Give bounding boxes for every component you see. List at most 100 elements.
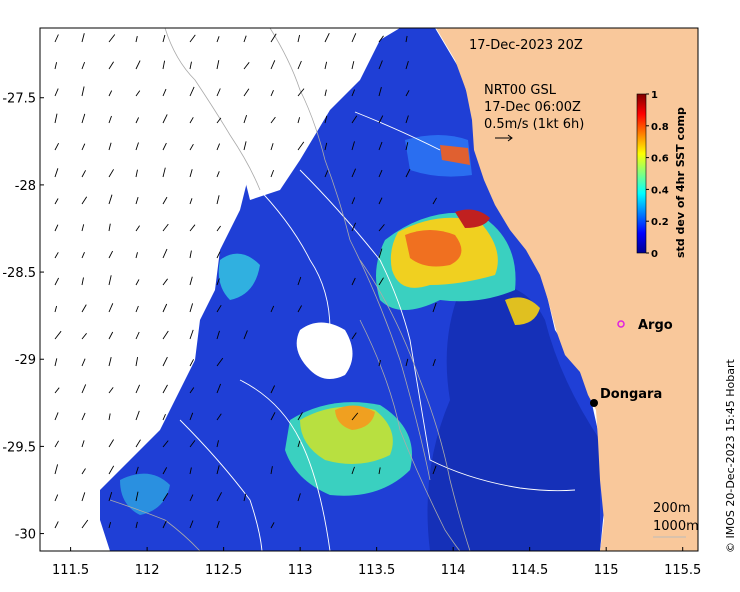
x-axis: 111.5 112 112.5 113 113.5 114 114.5 115 115.5: [52, 547, 701, 578]
wind-vector: [270, 60, 276, 70]
bathymetry-contours: [179, 111, 576, 551]
wind-vector: [81, 333, 87, 340]
wind-vector: [135, 117, 140, 124]
wind-vector: [351, 33, 357, 43]
place-label-dongara: Dongara: [600, 387, 662, 402]
wind-vector: [324, 33, 330, 43]
wind-vector: [135, 305, 139, 313]
wind-vector: [135, 279, 140, 286]
wind-vector: [432, 359, 436, 367]
wind-vector: [378, 359, 381, 367]
wind-vector: [378, 35, 384, 43]
wind-vector: [189, 387, 195, 394]
wind-vector: [189, 34, 196, 43]
wind-vector: [81, 113, 86, 124]
wind-vector: [81, 519, 89, 529]
wind-vector: [270, 33, 277, 43]
wind-vector: [135, 225, 140, 232]
land-mass: [436, 28, 698, 551]
wind-vector: [162, 248, 168, 259]
wind-vector: [405, 142, 409, 151]
wind-vector: [216, 492, 222, 502]
wind-vector: [297, 117, 301, 124]
wind-vector: [135, 521, 138, 529]
contour-1000m: [179, 179, 331, 551]
wind-vector: [270, 466, 273, 475]
wind-vector: [135, 142, 139, 151]
wind-vector: [351, 277, 356, 286]
contour-legend-1000m: 1000m: [653, 519, 699, 534]
wind-vector: [243, 114, 248, 124]
wind-vector: [216, 520, 220, 529]
wind-vector: [54, 224, 59, 232]
wind-vector: [108, 465, 115, 475]
wind-vector: [270, 305, 275, 313]
contour-legend-200m: 200m: [653, 501, 690, 516]
wind-vector: [324, 89, 327, 97]
wind-vector: [216, 117, 222, 124]
wind-vector: [54, 113, 58, 124]
y-tick-label: -29.5: [2, 440, 36, 455]
wind-source-label: NRT00 GSL: [484, 83, 557, 98]
wind-vector: [270, 143, 274, 151]
y-tick-label: -28.5: [2, 266, 36, 281]
wind-vector: [135, 196, 139, 205]
wind-vector: [135, 466, 139, 475]
wind-vector: [162, 414, 166, 421]
sst-patch-east: [505, 297, 540, 325]
wind-vector: [108, 142, 112, 151]
wind-vector: [189, 303, 194, 313]
wind-vector: [351, 466, 355, 475]
colorbar-tick-label: 0.2: [651, 217, 669, 228]
wind-vector: [54, 34, 59, 43]
wind-vector: [324, 61, 328, 70]
wind-vector: [243, 141, 247, 151]
wind-vector: [378, 141, 383, 151]
wind-vector: [378, 467, 381, 475]
wind-vector: [216, 251, 221, 259]
wind-vector: [270, 90, 274, 97]
x-tick-label: 115.5: [664, 563, 701, 578]
wind-vector: [162, 440, 169, 448]
sst-peak-variability-north: [405, 230, 462, 267]
dongara-town-marker: [590, 399, 598, 407]
wind-vector: [162, 88, 167, 97]
x-tick-label: 113: [288, 563, 313, 578]
wind-vector: [324, 170, 329, 178]
wind-vector: [378, 248, 383, 259]
wind-vector: [162, 356, 168, 367]
wind-vector: [81, 440, 85, 448]
wind-vector: [378, 197, 383, 205]
wind-vector: [135, 410, 140, 421]
wind-vector: [81, 252, 85, 259]
wind-vector: [81, 196, 88, 205]
wind-vector: [378, 224, 385, 232]
wind-vector: [297, 412, 303, 421]
wind-vector: [81, 304, 87, 313]
wind-vector: [162, 142, 167, 151]
wind-vector: [108, 413, 111, 421]
wind-vector: [135, 90, 141, 97]
x-tick-label: 114.5: [511, 563, 548, 578]
wind-vector: [189, 412, 194, 421]
wind-vector: [432, 302, 437, 313]
wind-vector: [243, 330, 248, 340]
wind-vector: [108, 439, 114, 448]
wind-vector: [297, 88, 305, 97]
wind-vector: [108, 115, 112, 124]
wind-vector: [54, 412, 59, 421]
wind-vector: [54, 494, 59, 502]
wind-vector: [162, 303, 168, 313]
wind-vector: [81, 492, 86, 502]
wind-vector: [189, 494, 194, 502]
wind-vector: [54, 198, 59, 205]
wind-vector: [189, 86, 195, 97]
wind-vector: [270, 522, 275, 529]
wind-vector: [432, 197, 437, 205]
x-tick-label: 111.5: [52, 563, 89, 578]
wind-vector: [162, 34, 166, 43]
wind-vector: [54, 277, 60, 286]
wind-vector: [270, 116, 276, 124]
colorbar-gradient: [636, 93, 647, 254]
wind-vector: [135, 384, 141, 394]
